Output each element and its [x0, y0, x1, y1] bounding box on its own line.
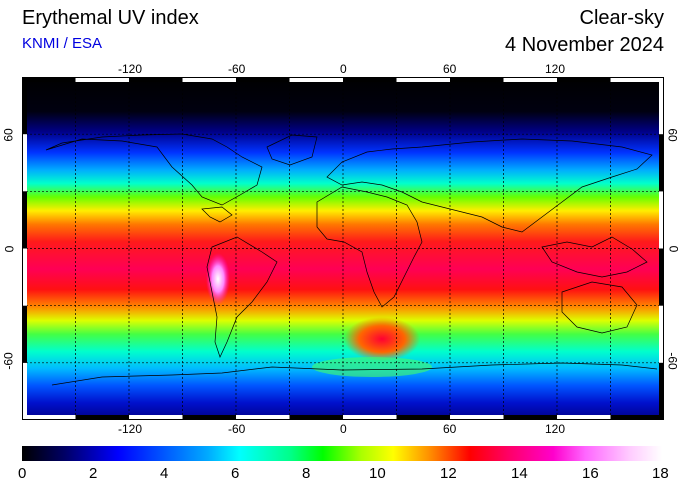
map-frame [22, 77, 664, 420]
uv-index-map [22, 77, 664, 420]
colorbar-tick-8: 8 [302, 465, 311, 482]
lon-tick-bottom-1: -120 [118, 422, 143, 436]
sky-condition-label: Clear-sky [579, 7, 664, 29]
lat-tick-left-3: -60 [1, 352, 16, 370]
frame-tick-bar-right [659, 77, 664, 420]
colorbar-tick-16: 16 [582, 465, 599, 482]
colorbar-tick-14: 14 [511, 465, 528, 482]
lon-tick-bottom-3: 0 [340, 422, 347, 436]
lat-tick-left-2: 0 [2, 245, 17, 253]
south-atlantic-uv-plume [344, 317, 420, 361]
map-title: Erythemal UV index [22, 7, 199, 29]
lon-tick-bottom-2: -60 [228, 422, 246, 436]
colorbar-tick-6: 6 [231, 465, 240, 482]
coastlines [45, 133, 658, 386]
frame-tick-bar-bottom [22, 415, 664, 420]
frame-tick-bar-left [22, 77, 27, 420]
colorbar-tick-10: 10 [369, 465, 386, 482]
colorbar-tick-18: 18 [652, 465, 669, 482]
lon-tick-top-5: 120 [545, 62, 566, 76]
colorbar-tick-2: 2 [89, 465, 98, 482]
lat-tick-right-1: 60 [665, 128, 680, 142]
lon-tick-top-2: -60 [228, 62, 246, 76]
lon-tick-top-4: 60 [443, 62, 457, 76]
lat-tick-right-2: 0 [666, 245, 681, 253]
provider-label: KNMI / ESA [22, 35, 103, 52]
graticule [22, 77, 664, 420]
frame-tick-bar-top [22, 77, 664, 82]
lon-tick-bottom-4: 60 [443, 422, 457, 436]
colorbar-tick-12: 12 [440, 465, 457, 482]
lon-tick-top-3: 0 [340, 62, 347, 76]
antarctic-green-band [312, 357, 432, 377]
lat-tick-left-1: 60 [1, 128, 16, 142]
date-label: 4 November 2024 [505, 34, 664, 56]
lat-tick-right-3: -60 [665, 352, 680, 370]
lon-tick-top-1: -120 [118, 62, 143, 76]
colorbar-fill [22, 446, 662, 461]
uv-colorbar [22, 446, 662, 461]
colorbar-tick-4: 4 [160, 465, 169, 482]
lon-tick-bottom-5: 120 [545, 422, 566, 436]
colorbar-tick-0: 0 [18, 465, 27, 482]
